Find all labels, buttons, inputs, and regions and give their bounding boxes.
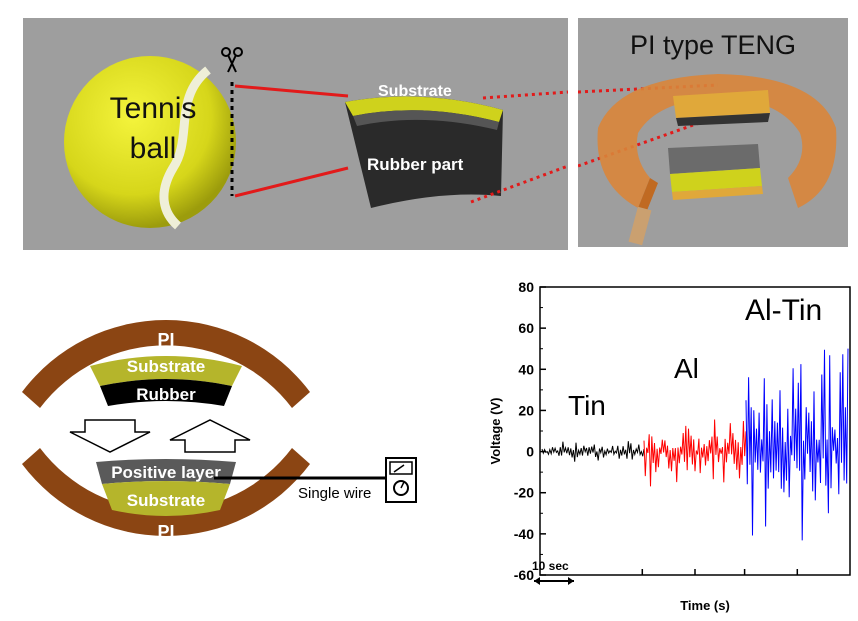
teng-title: PI type TENG bbox=[630, 30, 796, 60]
tennis-ball-photo-panel: Tennis ball Substrate Rubber part bbox=[23, 18, 569, 250]
wire-label: Single wire bbox=[298, 485, 371, 502]
top-substrate-label: Substrate bbox=[127, 357, 205, 376]
dotted-connector-top bbox=[482, 90, 569, 100]
rubber-piece bbox=[345, 96, 503, 208]
ball-seam bbox=[159, 66, 211, 230]
y-tick-label: 20 bbox=[518, 402, 534, 418]
pi-ring bbox=[597, 74, 837, 246]
top-pi-label: PI bbox=[157, 330, 174, 350]
substrate-label: Substrate bbox=[378, 83, 452, 100]
y-tick-label: 80 bbox=[518, 279, 534, 295]
voltmeter-icon bbox=[385, 457, 417, 503]
top-substrate bbox=[90, 356, 242, 386]
teng-photo: PI type TENG bbox=[577, 30, 837, 246]
rubber-label: Rubber part bbox=[367, 155, 464, 174]
top-rubber bbox=[100, 379, 232, 406]
scissors-icon bbox=[221, 47, 243, 73]
y-tick-label: -20 bbox=[514, 485, 534, 501]
top-pi-band bbox=[22, 320, 310, 408]
arrow-up-icon bbox=[169, 419, 251, 453]
plot-frame bbox=[539, 286, 851, 576]
teng-top-piece bbox=[673, 90, 770, 126]
y-axis-label: Voltage (V) bbox=[488, 398, 503, 465]
bottom-substrate-label: Substrate bbox=[127, 491, 205, 510]
dotted-connector-bottom bbox=[470, 164, 569, 204]
bottom-substrate bbox=[102, 481, 230, 516]
scale-bar-arrow-right bbox=[568, 577, 574, 585]
positive-layer bbox=[96, 459, 236, 484]
y-tick-label: -40 bbox=[514, 526, 534, 542]
bottom-pi-band bbox=[22, 448, 310, 536]
segment-label-al: Al bbox=[674, 353, 699, 384]
scale-bar-label: 10 sec bbox=[532, 559, 569, 573]
positive-layer-label: Positive layer bbox=[111, 463, 221, 482]
tennis-ball-photo: Tennis ball Substrate Rubber part bbox=[64, 47, 569, 230]
series-line-al bbox=[643, 419, 747, 487]
ball-label-line2: ball bbox=[130, 132, 177, 165]
x-axis-label: Time (s) bbox=[680, 598, 730, 613]
series-line-al-tin bbox=[745, 348, 849, 541]
top-rubber-label: Rubber bbox=[136, 385, 196, 404]
y-tick-label: 40 bbox=[518, 361, 534, 377]
arrow-down-icon bbox=[69, 419, 151, 453]
segment-label-al-tin: Al-Tin bbox=[745, 294, 822, 327]
y-tick-label: 0 bbox=[526, 444, 534, 460]
voltage-chart: 80 60 40 20 0 -20 -40 -60 Voltage (V) Time (s) Tin… bbox=[480, 270, 858, 616]
scale-bar-arrow-left bbox=[534, 577, 540, 585]
y-tick-label: 60 bbox=[518, 320, 534, 336]
y-tick-label: -60 bbox=[514, 567, 534, 583]
teng-bottom-piece bbox=[668, 144, 763, 200]
ball-label-line1: Tennis bbox=[110, 92, 197, 125]
connector-top bbox=[234, 84, 349, 98]
segment-label-tin: Tin bbox=[568, 390, 606, 421]
connector-bottom bbox=[234, 166, 349, 198]
teng-photo-panel: PI type TENG bbox=[577, 18, 848, 247]
teng-schematic: PI Substrate Rubber Positive layer Subst… bbox=[0, 260, 480, 616]
series-line-tin bbox=[541, 441, 645, 462]
voltage-chart-svg: 80 60 40 20 0 -20 -40 -60 Voltage (V) Time (s) Tin… bbox=[488, 279, 851, 613]
schematic-svg: PI Substrate Rubber Positive layer Subst… bbox=[22, 320, 417, 542]
bottom-pi-label: PI bbox=[157, 522, 174, 542]
